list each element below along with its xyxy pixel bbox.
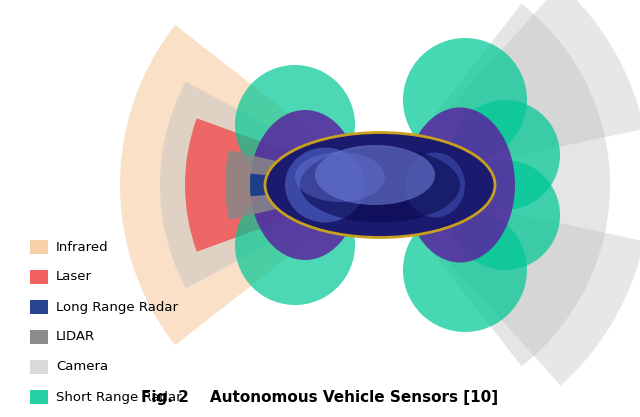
Wedge shape <box>250 173 380 196</box>
Wedge shape <box>225 150 380 220</box>
Circle shape <box>403 208 527 332</box>
Text: Long Range Radar: Long Range Radar <box>56 301 178 314</box>
Bar <box>30 270 48 284</box>
Wedge shape <box>160 82 380 288</box>
Ellipse shape <box>250 110 360 260</box>
Bar <box>30 390 48 404</box>
Text: Short Range Radar: Short Range Radar <box>56 390 182 404</box>
Ellipse shape <box>315 145 435 205</box>
Circle shape <box>450 100 560 210</box>
Ellipse shape <box>300 148 460 223</box>
Ellipse shape <box>285 148 365 223</box>
Text: LIDAR: LIDAR <box>56 331 95 344</box>
Text: Laser: Laser <box>56 271 92 284</box>
Circle shape <box>235 65 355 185</box>
Circle shape <box>403 38 527 162</box>
Ellipse shape <box>405 108 515 262</box>
Ellipse shape <box>265 133 495 238</box>
Bar <box>30 360 48 374</box>
Wedge shape <box>380 4 610 366</box>
Circle shape <box>235 185 355 305</box>
Bar <box>30 240 48 254</box>
Text: Fig. 2    Autonomous Vehicle Sensors [10]: Fig. 2 Autonomous Vehicle Sensors [10] <box>141 390 499 405</box>
Bar <box>30 300 48 314</box>
Ellipse shape <box>405 153 465 218</box>
Text: Camera: Camera <box>56 361 108 374</box>
Ellipse shape <box>295 152 385 202</box>
Bar <box>30 330 48 344</box>
Circle shape <box>450 160 560 270</box>
Wedge shape <box>120 25 380 345</box>
Text: Infrared: Infrared <box>56 241 109 254</box>
Wedge shape <box>380 185 640 386</box>
Wedge shape <box>185 118 380 252</box>
Wedge shape <box>380 0 640 185</box>
